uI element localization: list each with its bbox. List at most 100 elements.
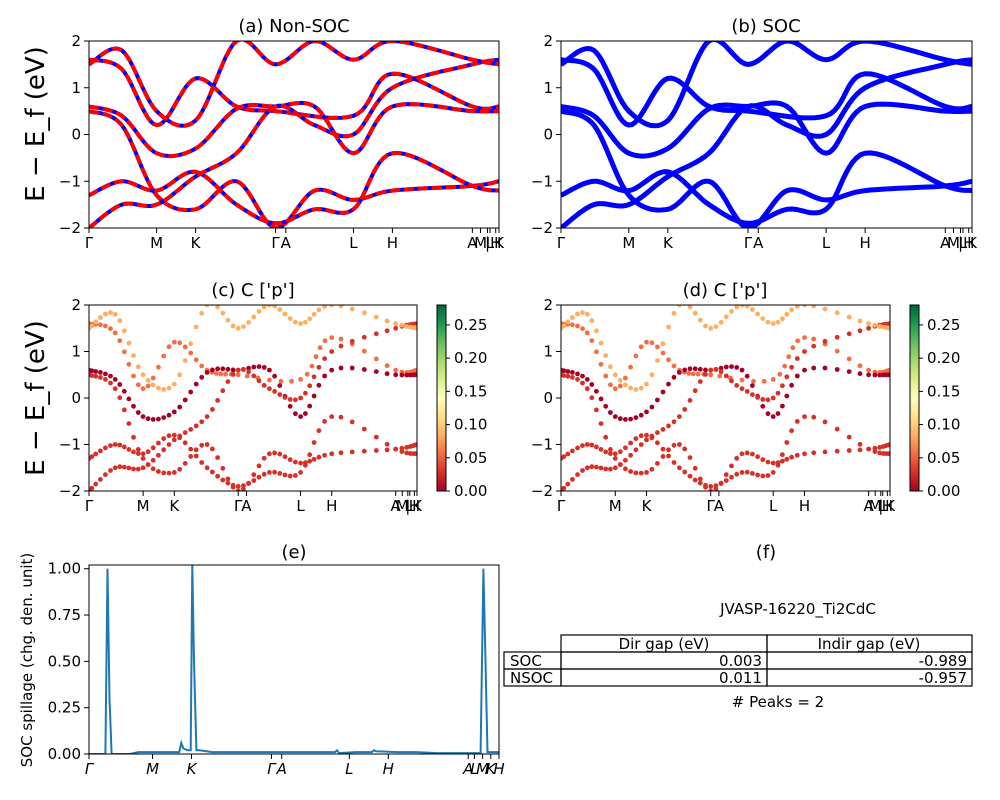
x-tick-label: M — [476, 760, 489, 778]
band-point — [770, 395, 776, 401]
band-point — [267, 377, 272, 383]
band-point — [161, 415, 167, 420]
band-point — [671, 363, 677, 369]
x-tick-label: A — [753, 234, 764, 252]
band-point — [135, 466, 141, 472]
band-point — [729, 309, 734, 314]
band-point — [298, 460, 303, 466]
band-point — [584, 386, 590, 392]
x-tick-label: Γ — [707, 497, 716, 515]
band-point — [834, 448, 840, 454]
band-point — [734, 383, 740, 388]
band-point — [638, 412, 644, 418]
band-point — [293, 397, 298, 403]
axes-frame — [88, 304, 418, 492]
x-tick-label: M — [947, 234, 960, 252]
band-point — [782, 363, 788, 369]
band-point — [89, 368, 95, 374]
band-point — [739, 367, 745, 373]
band-line-base — [89, 57, 499, 228]
band-point — [349, 449, 355, 455]
band-point — [575, 311, 580, 317]
band-line — [89, 109, 499, 228]
band-point — [750, 307, 755, 312]
band-point — [89, 373, 95, 378]
band-point — [682, 446, 688, 452]
band-point — [210, 407, 215, 412]
band-point — [713, 324, 719, 329]
panel-c-plot: 210−1−2Γ M K ΓA L H AM|LHK — [59, 296, 423, 515]
x-tick-label: H — [409, 497, 420, 515]
x-tick-label: H — [859, 234, 870, 252]
band-point — [729, 463, 734, 469]
band-point — [655, 430, 660, 435]
band-point — [677, 370, 682, 375]
band-point — [655, 440, 660, 446]
band-point — [338, 343, 344, 349]
x-tick-label: K — [642, 497, 653, 515]
band-point — [277, 471, 283, 476]
panel-d-plot: 210−1−2Γ M K ΓA L H AM|LHK — [531, 296, 896, 515]
band-point — [794, 373, 800, 379]
band-point — [307, 452, 313, 458]
band-point — [570, 370, 575, 375]
x-tick-label: H — [799, 497, 810, 515]
band-point — [802, 451, 807, 457]
y-tick-label: 2 — [543, 32, 553, 50]
band-point — [666, 324, 671, 330]
band-point — [272, 373, 277, 379]
band-point — [108, 380, 113, 386]
band-point — [598, 421, 604, 426]
band-point — [282, 454, 288, 460]
band-point — [697, 379, 703, 384]
band-point — [117, 442, 123, 448]
band-point — [608, 466, 613, 472]
band-point — [692, 465, 698, 471]
band-point — [98, 370, 103, 375]
band-point — [188, 341, 194, 347]
x-tick-label: A — [281, 234, 292, 252]
band-point — [612, 456, 618, 461]
colorbar-gradient — [909, 304, 920, 492]
band-point — [666, 453, 671, 459]
panel-e: (e) SOC spillage (chg. den. unit) 1.00 0.… — [18, 542, 505, 778]
gap-table — [503, 634, 973, 687]
band-point — [204, 442, 210, 447]
band-point — [612, 372, 618, 378]
band-point — [649, 466, 655, 472]
x-tick-label: Γ — [557, 234, 566, 252]
band-point — [775, 319, 781, 325]
band-point — [329, 305, 335, 308]
band-point — [199, 419, 205, 425]
band-point — [241, 367, 246, 372]
band-point — [193, 324, 199, 330]
colorbar-gradient — [436, 304, 447, 492]
band-point — [877, 372, 883, 378]
panel-b-plot: 210−1−2Γ M K Γ A L H AM|LHK — [531, 32, 978, 252]
band-point — [589, 382, 595, 387]
band-point — [877, 445, 883, 450]
band-point — [703, 482, 708, 488]
band-point — [761, 378, 767, 384]
band-point — [718, 481, 724, 486]
band-point — [182, 344, 188, 350]
band-point — [287, 473, 293, 479]
band-point — [261, 305, 267, 310]
band-point — [739, 470, 745, 475]
band-point — [811, 343, 817, 349]
colorbar-tick-label: 0.00 — [927, 482, 960, 500]
band-point — [718, 365, 724, 371]
band-point — [289, 378, 294, 384]
band-point — [230, 367, 236, 373]
y-tick-label: −1 — [531, 436, 553, 454]
band-point — [177, 372, 183, 378]
band-point — [765, 397, 771, 403]
table-header-dir-gap: Dir gap (eV) — [619, 635, 710, 653]
band-point — [304, 371, 310, 377]
y-tick-label: 0.00 — [48, 745, 81, 763]
band-point — [177, 466, 183, 472]
band-point — [161, 436, 167, 441]
band-point — [112, 465, 118, 471]
band-point — [338, 365, 344, 371]
band-point — [734, 305, 740, 310]
